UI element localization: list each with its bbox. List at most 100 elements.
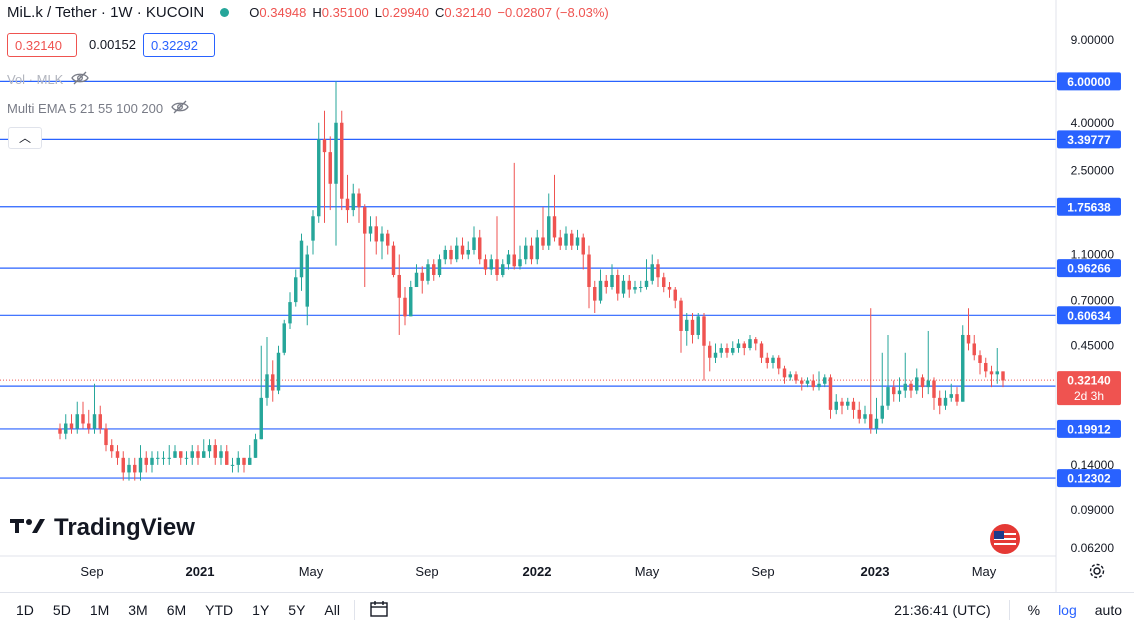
y-tick-label: 0.45000 (1071, 339, 1115, 353)
candle-body (639, 287, 643, 289)
candle-body (869, 414, 873, 429)
level-label-box[interactable] (1057, 130, 1121, 149)
candle-body (265, 374, 269, 398)
candle-body (380, 233, 384, 242)
candle-body (276, 352, 281, 391)
level-label: 0.96266 (1067, 262, 1111, 276)
eye-crossed-icon[interactable] (171, 100, 189, 117)
candle-body (1001, 371, 1005, 381)
candle-body (765, 357, 769, 363)
timeframe-5d[interactable]: 5D (52, 602, 71, 618)
candle-body (64, 423, 68, 434)
candle-body (219, 451, 223, 458)
tradingview-logo[interactable]: TradingView (10, 514, 195, 542)
candle-body (322, 139, 327, 153)
candle-body (748, 339, 752, 349)
candle-body (593, 287, 597, 301)
settings-gear-icon[interactable] (1088, 562, 1106, 585)
symbol-title[interactable]: MiL.k / Tether · 1W · KUCOIN (7, 4, 205, 21)
candle-body (305, 254, 309, 307)
x-tick-label: May (635, 564, 660, 579)
level-label-box[interactable] (1057, 72, 1121, 91)
ema-indicator-legend[interactable]: Multi EMA 5 21 55 100 200 (7, 100, 189, 117)
candle-body (834, 401, 838, 410)
timeframe-6m[interactable]: 6M (166, 602, 187, 618)
candle-body (886, 387, 890, 406)
candle-body (196, 451, 200, 458)
clock-time[interactable]: 21:36:41 (UTC) (894, 602, 991, 618)
timeframe-all[interactable]: All (324, 602, 340, 618)
candle-body (466, 249, 470, 255)
timeframe-1y[interactable]: 1Y (252, 602, 270, 618)
candle-body (104, 428, 108, 446)
candle-body (294, 277, 298, 303)
candle-body (966, 334, 971, 344)
high-value: 0.35100 (321, 5, 369, 20)
level-label: 0.19912 (1067, 422, 1111, 436)
candle-body (190, 451, 194, 458)
candle-body (501, 264, 505, 275)
y-tick-label: 1.10000 (1071, 248, 1115, 262)
candle-body (610, 274, 614, 288)
timeframe-1d[interactable]: 1D (16, 602, 34, 618)
candle-body (989, 371, 994, 375)
timeframe-ytd[interactable]: YTD (205, 602, 234, 618)
candle-body (943, 397, 948, 406)
candle-body (437, 259, 442, 275)
candle-body (150, 457, 154, 465)
candle-body (161, 457, 166, 459)
candle-body (702, 316, 706, 346)
buy-price-button[interactable]: 0.32292 (143, 33, 215, 57)
level-label-box[interactable] (1057, 306, 1121, 325)
candle-body (685, 319, 689, 331)
sell-price-button[interactable]: 0.32140 (7, 33, 77, 57)
candle-body (823, 377, 827, 384)
candle-body (368, 226, 373, 234)
eye-crossed-icon[interactable] (71, 71, 90, 88)
price-chart[interactable]: 6.000003.397771.756380.962660.606340.302… (0, 0, 1134, 592)
x-tick-label: 2023 (861, 564, 890, 579)
x-tick-label: 2021 (186, 564, 215, 579)
candle-body (552, 216, 557, 238)
candle-body (167, 457, 171, 459)
candle-body (857, 409, 861, 419)
timeframe-3m[interactable]: 3M (128, 602, 148, 618)
candle-body (897, 390, 902, 395)
spread-value: 0.00152 (89, 37, 136, 52)
level-label-box[interactable] (1057, 469, 1121, 488)
candle-body (81, 414, 85, 424)
candle-body (403, 297, 407, 317)
level-label-box[interactable] (1057, 259, 1121, 278)
candle-body (506, 254, 511, 265)
candle-body (460, 245, 465, 255)
us-flag-icon[interactable] (990, 524, 1020, 554)
volume-indicator-legend[interactable]: Vol · MLK (7, 71, 90, 88)
level-label-box[interactable] (1057, 197, 1121, 216)
candle-body (794, 374, 798, 381)
candle-body (874, 418, 879, 429)
timeframe-1m[interactable]: 1M (89, 602, 110, 618)
candle-body (828, 377, 833, 410)
last-price-box[interactable] (1057, 371, 1121, 406)
candle-body (449, 249, 453, 260)
collapse-legend-button[interactable]: ︿ (8, 127, 42, 149)
candle-body (397, 274, 401, 298)
candle-body (742, 343, 746, 349)
candle-body (955, 394, 959, 402)
candle-body (409, 287, 413, 317)
divider (1008, 600, 1010, 620)
date-range-icon[interactable] (369, 600, 389, 621)
auto-scale-button[interactable]: auto (1094, 602, 1122, 618)
x-tick-label: Sep (415, 564, 438, 579)
candle-body (541, 237, 545, 246)
candle-body (340, 122, 344, 199)
percent-scale-button[interactable]: % (1027, 602, 1041, 618)
timeframe-5y[interactable]: 5Y (288, 602, 306, 618)
candle-body (656, 264, 660, 278)
level-label: 0.12302 (1067, 472, 1111, 486)
level-label-box[interactable] (1057, 419, 1121, 438)
timeframe-selector: 1D 5D 1M 3M 6M YTD 1Y 5Y All (16, 602, 340, 618)
log-scale-button[interactable]: log (1058, 602, 1077, 618)
candle-body (443, 249, 447, 260)
candle-body (179, 451, 183, 458)
